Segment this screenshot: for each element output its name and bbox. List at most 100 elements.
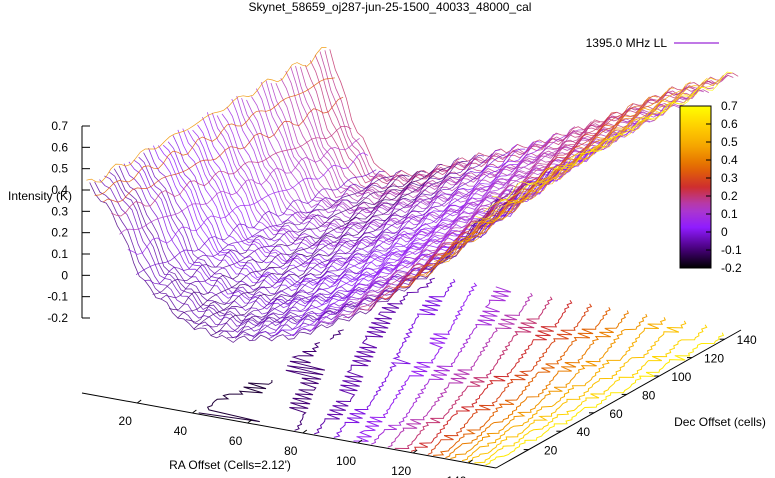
- colorbar-tick-label: 0.2: [721, 189, 738, 203]
- mesh-line-dec: [89, 182, 499, 343]
- colorbar-tick-label: -0.2: [721, 261, 742, 275]
- x-tick: [357, 439, 363, 444]
- mesh-line-dec: [109, 171, 519, 325]
- contour-line: [427, 303, 593, 455]
- mesh-line-ra: [483, 75, 725, 213]
- contour-line: [333, 278, 456, 438]
- x-tick-label: 60: [229, 434, 243, 448]
- colorbar-tick-label: 0.7: [721, 99, 738, 113]
- mesh-line-dec: [314, 54, 724, 183]
- mesh-line-ra: [202, 164, 443, 328]
- contour-line: [353, 282, 478, 442]
- mesh-line-ra: [185, 170, 427, 323]
- colorbar-ticks: 0.7 0.6 0.5 0.4 0.3 0.2 0.1 0 -0.1 -0.2: [706, 99, 742, 275]
- y-axis-ticks: 20 40 60 80 100 120 140: [523, 333, 757, 458]
- y-tick-label: 60: [609, 407, 623, 421]
- z-tick-label: 0.7: [51, 119, 68, 133]
- mesh-line-ra: [235, 154, 476, 339]
- colorbar-tick-label: 0.5: [721, 135, 738, 149]
- y-axis-label: Dec Offset (cells): [674, 415, 766, 429]
- contour-line: [474, 324, 708, 464]
- z-axis-label: Intensity (K): [8, 189, 72, 203]
- base-frame: [81, 329, 742, 469]
- colorbar-tick-label: 0.4: [721, 153, 738, 167]
- y-tick-label: 140: [737, 333, 757, 347]
- mesh-line-dec: [329, 49, 739, 177]
- mesh-line-dec: [104, 175, 514, 327]
- y-tick-label: 100: [671, 370, 691, 384]
- z-tick-label: 0.6: [51, 140, 68, 154]
- contour-line: [467, 320, 687, 463]
- x-tick-label: 80: [284, 444, 298, 458]
- mesh-line-ra: [458, 85, 700, 239]
- y-tick-label: 20: [544, 444, 558, 458]
- mesh-line-ra: [326, 134, 567, 327]
- x-tick-label: 140: [446, 474, 466, 478]
- z-tick-label: -0.2: [47, 311, 68, 325]
- mesh-line-dec: [211, 112, 621, 248]
- x-tick: [247, 419, 252, 424]
- z-tick-label: 0.4: [51, 183, 68, 197]
- contour-line: [433, 307, 611, 456]
- mesh-line-ra: [144, 170, 385, 285]
- x-tick-label: 40: [174, 424, 188, 438]
- z-tick-label: 0.5: [51, 162, 68, 176]
- mesh-line-ra: [492, 71, 733, 201]
- mesh-line-ra: [409, 96, 650, 284]
- x-tick: [468, 459, 473, 464]
- contour-line: [198, 380, 273, 423]
- mesh-line-dec: [290, 66, 700, 198]
- colorbar-tick-label: 0: [721, 225, 728, 239]
- mesh-line-dec: [231, 98, 641, 234]
- z-tick-label: 0.2: [51, 226, 68, 240]
- mesh-line-dec: [236, 95, 646, 231]
- mesh-line-ra: [135, 169, 377, 275]
- x-tick: [136, 399, 142, 404]
- contour-line: [314, 277, 435, 435]
- contour-line: [461, 317, 666, 462]
- contour-line: [394, 296, 553, 450]
- colorbar-tick-label: -0.1: [721, 243, 742, 257]
- y-tick-label: 40: [577, 425, 591, 439]
- mesh-line-ra: [268, 152, 509, 340]
- y-axis-line: [495, 329, 742, 469]
- mesh-line-dec: [246, 99, 656, 229]
- mesh-line-dec: [285, 70, 695, 200]
- colorbar-tick-label: 0.6: [721, 117, 738, 131]
- z-tick-label: -0.1: [47, 290, 68, 304]
- z-tick-label: 0: [61, 268, 68, 282]
- y-tick-label: 120: [704, 352, 724, 366]
- mesh-line-ra: [243, 154, 484, 337]
- mesh-line-ra: [94, 77, 335, 196]
- legend-label: 1395.0 MHz LL: [586, 36, 668, 50]
- x-tick-label: 120: [391, 464, 411, 478]
- mesh-line-dec: [167, 141, 577, 284]
- z-axis-ticks: 0.7 0.6 0.5 0.4 0.3 0.2 0.1 0 -0.1 -0.2: [47, 119, 90, 325]
- mesh-line-ra: [318, 133, 559, 324]
- mesh-line-ra: [227, 161, 468, 339]
- mesh-line-dec: [187, 130, 597, 267]
- z-tick-label: 0.3: [51, 204, 68, 218]
- mesh-line-ra: [152, 176, 393, 295]
- mesh-line-ra: [276, 144, 518, 335]
- x-tick-label: 100: [336, 454, 356, 468]
- x-tick: [302, 429, 308, 434]
- mesh-line-ra: [367, 117, 609, 310]
- mesh-line-ra: [169, 174, 410, 310]
- contour-line: [387, 292, 533, 448]
- mesh-line-ra: [119, 138, 360, 235]
- mesh-line-ra: [260, 149, 501, 334]
- contour-plane: [198, 277, 726, 465]
- contour-line: [371, 286, 512, 445]
- mesh-line-dec: [300, 66, 709, 195]
- colorbar: [679, 105, 712, 269]
- x-axis-label: RA Offset (Cells=2.12'): [169, 458, 291, 472]
- y-tick-label: 80: [642, 388, 656, 402]
- mesh-line-dec: [275, 82, 685, 210]
- mesh-line-ra: [102, 96, 344, 203]
- contour-line: [285, 329, 344, 431]
- legend: 1395.0 MHz LL: [586, 36, 719, 50]
- contour-line: [486, 329, 726, 465]
- colorbar-tick-label: 0.3: [721, 171, 738, 185]
